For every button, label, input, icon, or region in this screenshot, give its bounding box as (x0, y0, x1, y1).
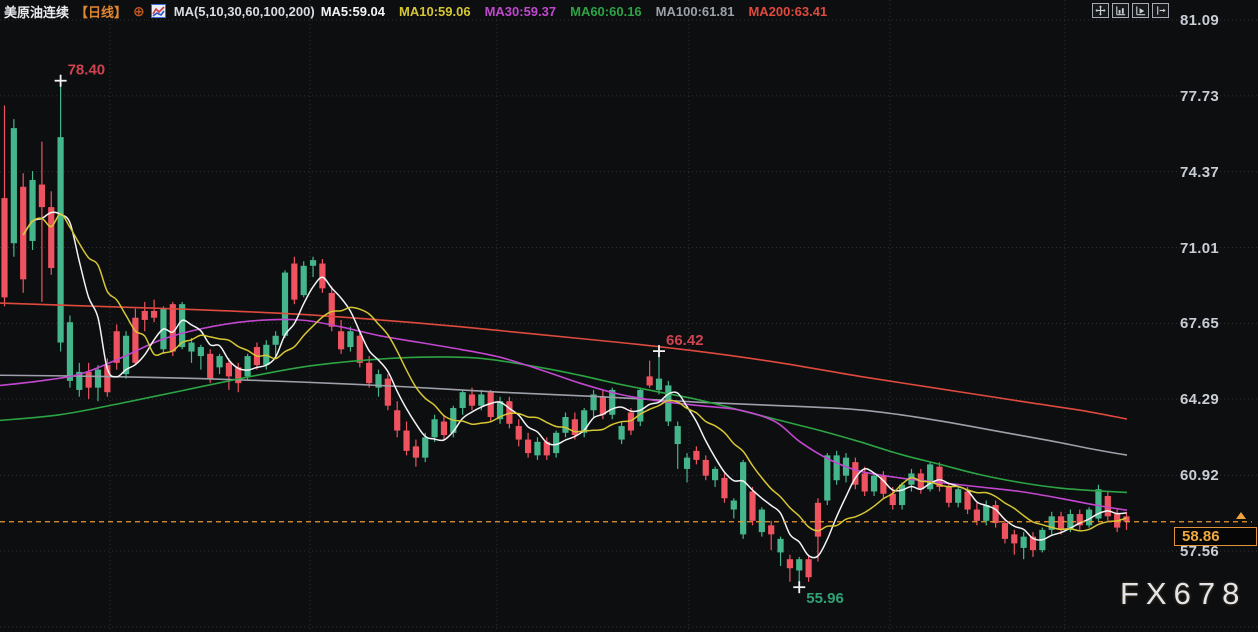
price-annotation: 66.42 (666, 332, 704, 349)
plus-circle-icon[interactable]: ⊕ (133, 3, 145, 19)
ma-line-ma200 (0, 302, 1128, 420)
ma-line-ma100 (0, 374, 1128, 456)
ma-legend-item: MA5:59.04 (320, 3, 386, 19)
collapse-panel-icon[interactable] (1152, 3, 1169, 18)
line-chart-icon[interactable] (150, 4, 166, 18)
playback-icon[interactable] (1132, 3, 1149, 18)
chart-header: 美原油连续 【日线】 ⊕ MA(5,10,30,60,100,200) MA5:… (4, 2, 827, 20)
ma-line-ma10 (22, 213, 1127, 532)
ma-params-label: MA(5,10,30,60,100,200) (173, 3, 315, 19)
ma-legend-item: MA200:63.41 (748, 3, 828, 19)
price-arrow-icon (1236, 511, 1246, 519)
symbol-name: 美原油连续 (4, 4, 70, 20)
ma-lines-layer (0, 211, 1128, 559)
ma-legend-item: MA100:61.81 (655, 3, 735, 19)
pan-icon[interactable] (1092, 3, 1109, 18)
last-price-tag: 58.86 (1174, 526, 1257, 546)
ma-legend-item: MA30:59.37 (484, 3, 557, 19)
last-price-value: 58.86 (1182, 527, 1220, 545)
price-markers: 78.40 66.42 55.96 (54, 62, 844, 607)
ma-legend: MA5:59.04 MA10:59.06 MA30:59.37 MA60:60.16 M… (321, 4, 828, 19)
ma-legend-item: MA10:59.06 (399, 3, 471, 19)
ma-line-ma30 (0, 318, 1128, 511)
ma-legend-item: MA60:60.16 (570, 3, 642, 19)
period-label[interactable]: 【日线】 (75, 4, 128, 20)
price-annotation: 55.96 (806, 590, 844, 607)
price-annotation: 78.40 (68, 62, 106, 79)
ma-line-ma5 (22, 211, 1127, 559)
candles-layer (1, 80, 1130, 588)
chart-toolbar (1092, 3, 1169, 18)
axis-scale-icon[interactable] (1112, 3, 1129, 18)
watermark: FX678 (1120, 576, 1247, 611)
ma-line-ma60 (0, 356, 1128, 494)
